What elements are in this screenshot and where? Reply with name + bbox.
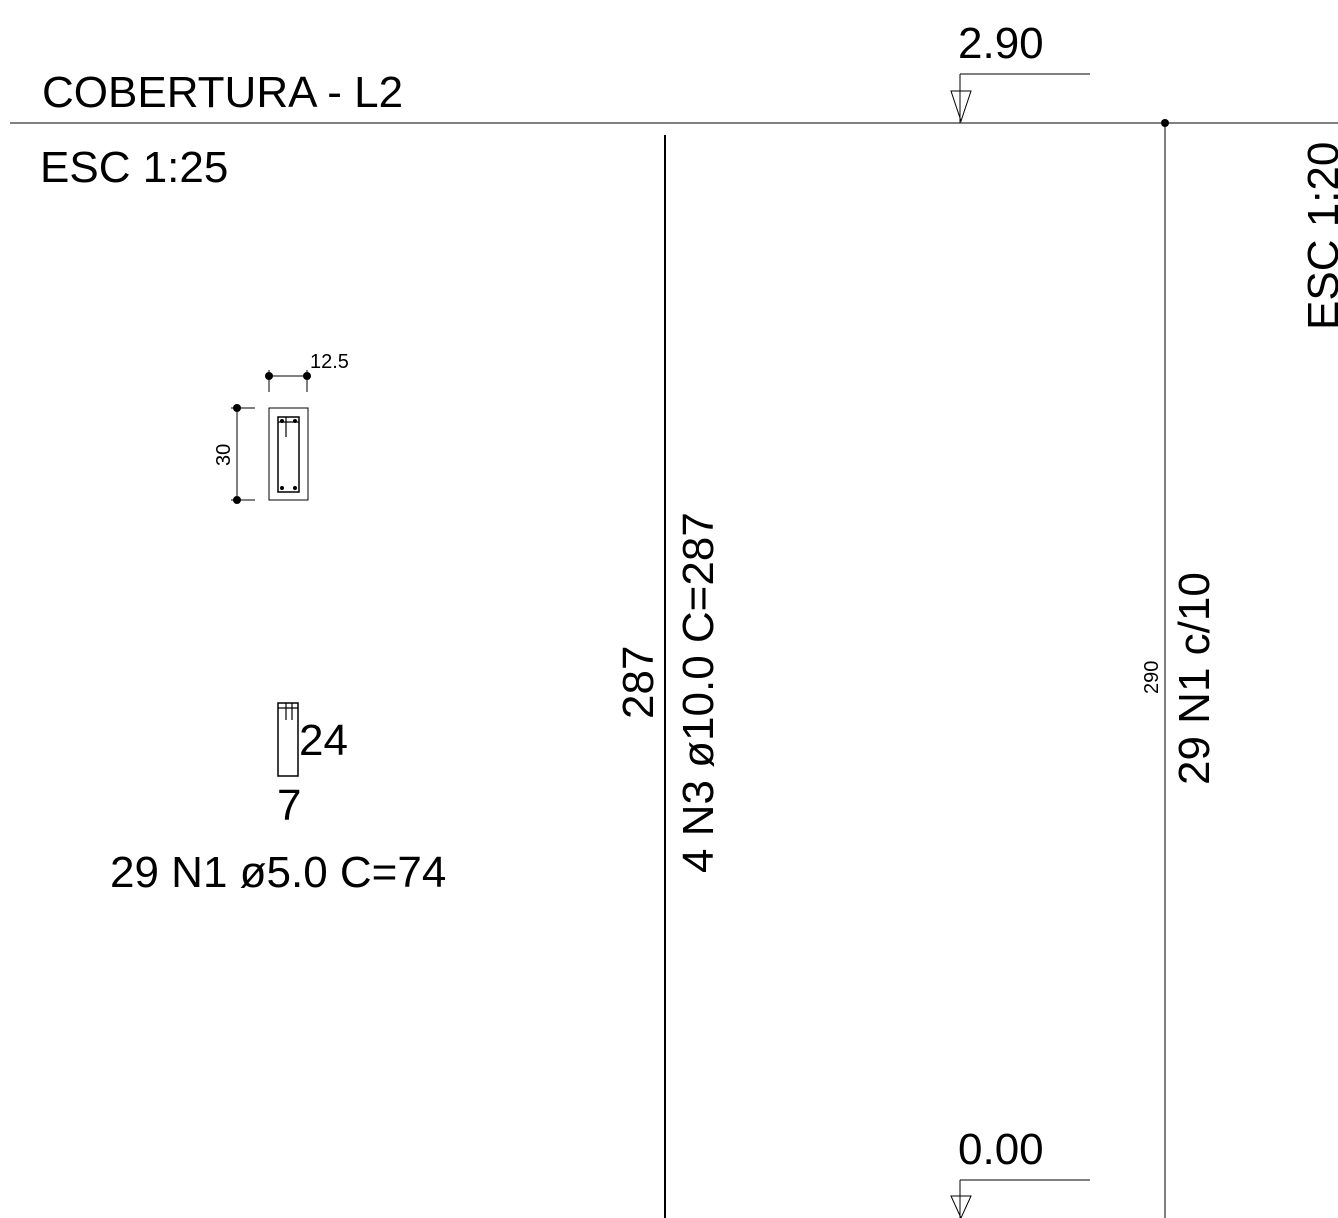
dim-dot	[1161, 119, 1169, 127]
stirrup-height-label: 24	[299, 716, 348, 765]
elevation-dimension: 290 29 N1 c/10	[1141, 119, 1219, 1218]
rebar-dot	[293, 419, 297, 423]
section-width-dimension: 12.5	[265, 351, 349, 392]
level-triangle	[950, 1195, 972, 1218]
beam-cross-section	[268, 407, 309, 501]
dim-dot	[233, 496, 241, 504]
bar-callout: 4 N3 ø10.0 C=287	[674, 512, 723, 873]
dim-dot	[303, 372, 311, 380]
rebar-dot	[293, 486, 297, 490]
rebar-dot	[280, 486, 284, 490]
scale-label-right: ESC 1:20	[1299, 142, 1338, 330]
top-level-label: 2.90	[958, 19, 1044, 68]
level-marker-bottom: 0.00	[950, 1125, 1090, 1218]
stirrup-width-label: 7	[277, 781, 301, 830]
dim-dot	[265, 372, 273, 380]
scale-label-left: ESC 1:25	[40, 143, 228, 192]
section-outline	[268, 407, 309, 501]
section-height-dimension: 30	[213, 404, 255, 504]
section-width-label: 12.5	[310, 351, 349, 373]
level-marker-top: 2.90	[950, 19, 1090, 123]
section-stirrup	[277, 416, 300, 493]
rebar-dot	[280, 419, 284, 423]
elevation-height-label: 290	[1141, 661, 1163, 694]
longitudinal-bar: 287 4 N3 ø10.0 C=287	[614, 135, 723, 1218]
stirrup-shape	[277, 702, 299, 777]
bottom-level-label: 0.00	[958, 1125, 1044, 1174]
dim-dot	[233, 404, 241, 412]
stirrup-callout: 29 N1 ø5.0 C=74	[110, 848, 446, 897]
elevation-stirrup-callout: 29 N1 c/10	[1170, 572, 1219, 785]
stirrup-detail: 24 7 29 N1 ø5.0 C=74	[110, 702, 446, 897]
level-triangle	[950, 90, 972, 123]
section-height-label: 30	[213, 444, 235, 466]
drawing-title: COBERTURA - L2	[42, 68, 403, 117]
bar-length-label: 287	[614, 646, 663, 719]
